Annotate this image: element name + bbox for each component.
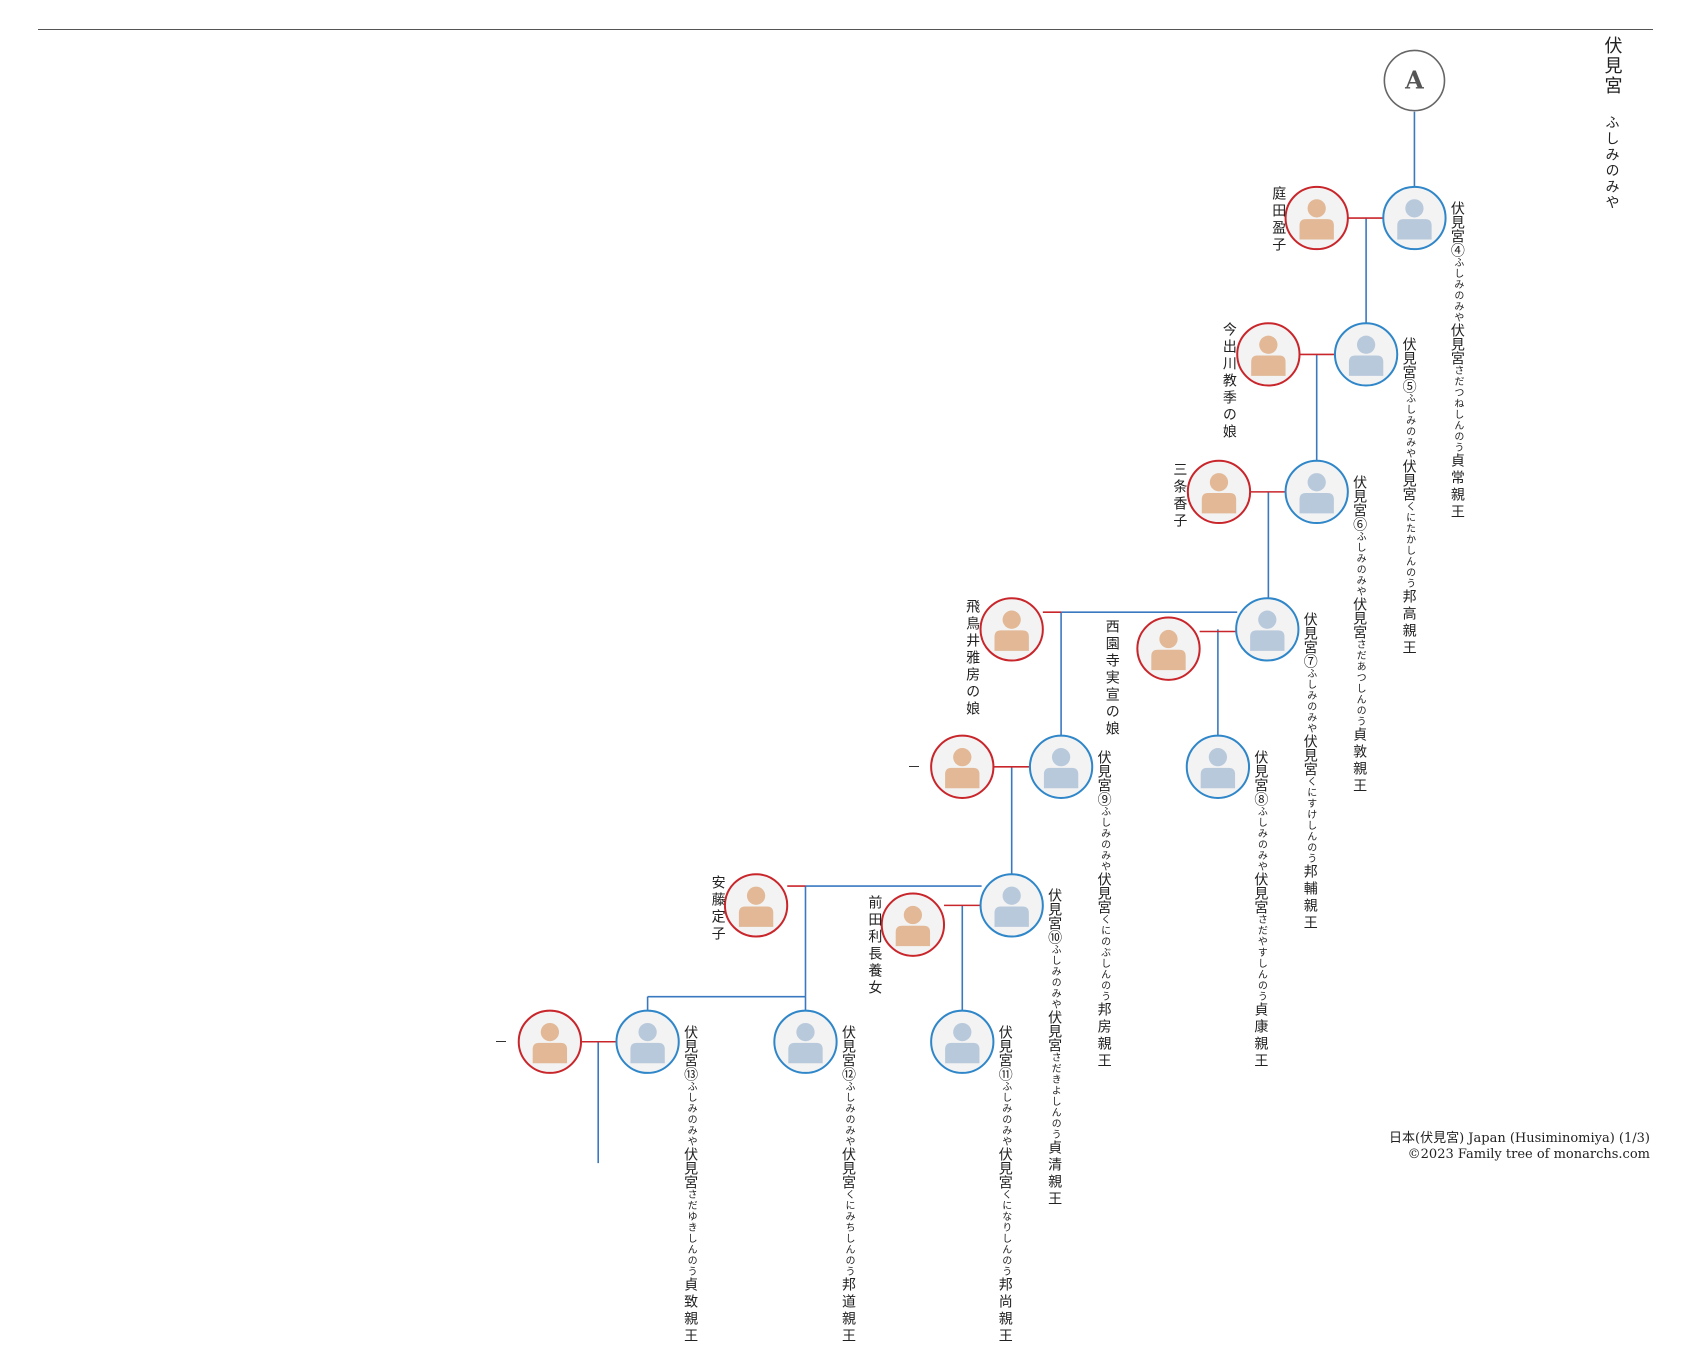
name-reading: さだあつしんのう xyxy=(1354,638,1366,727)
person-title: 伏見宮⑬ xyxy=(682,1024,699,1081)
name-reading: くにみちしんのう xyxy=(842,1188,854,1277)
female-person-icon xyxy=(1236,322,1301,387)
person-name: 邦道親王 xyxy=(839,1276,856,1345)
female-person-icon xyxy=(930,734,995,799)
person-label: 伏見宮⑤ふしみのみや伏見宮くにたかしんのう邦高親王 xyxy=(1399,337,1418,657)
spouse-name: 西園寺実宣の娘 xyxy=(1103,618,1120,738)
male-person-icon xyxy=(1235,597,1300,662)
person-name: 邦高親王 xyxy=(1400,589,1417,658)
person-title: 伏見宮⑩ xyxy=(1046,888,1063,945)
female-person-icon xyxy=(1186,459,1252,525)
house-name: 伏見宮 xyxy=(1400,459,1417,502)
house-reading: ふしみのみや xyxy=(1403,393,1415,460)
name-reading: さだつねしんのう xyxy=(1451,364,1463,453)
house-name: 伏見宮 xyxy=(1252,871,1269,914)
house-reading: ふしみのみや xyxy=(1255,805,1267,872)
family-tree-diagram: A xyxy=(517,49,1447,1164)
name-reading: さだきよしんのう xyxy=(1049,1052,1061,1141)
house-reading: ふしみのみや xyxy=(1451,256,1463,323)
male-person-icon xyxy=(1333,322,1399,387)
person-name: 邦輔親王 xyxy=(1301,864,1318,933)
house-name: 伏見宮 xyxy=(682,1146,699,1189)
female-person-icon xyxy=(517,1009,583,1074)
male-person-icon xyxy=(1284,459,1349,525)
unknown-spouse-dash xyxy=(908,765,919,767)
name-reading: くにたかしんのう xyxy=(1403,501,1415,590)
person-title: 伏見宮⑪ xyxy=(996,1024,1013,1081)
person-title: 伏見宮④ xyxy=(1448,200,1465,257)
house-name: 伏見宮 xyxy=(1448,322,1465,365)
spouse-name: 安藤定子 xyxy=(709,875,726,944)
female-person-icon xyxy=(1136,616,1201,681)
person-name: 邦尚親王 xyxy=(996,1276,1013,1345)
start-marker-label: A xyxy=(1404,66,1424,95)
name-reading: さだゆきしんのう xyxy=(685,1188,697,1277)
person-name: 貞清親王 xyxy=(1046,1140,1063,1209)
house-name: 伏見宮 xyxy=(1046,1010,1063,1053)
footer-copyright: ©2023 Family tree of monarchs.com xyxy=(1407,1147,1650,1162)
name-reading: くにのぶしんのう xyxy=(1098,913,1110,1002)
house-name: 伏見宮 xyxy=(1351,596,1368,639)
male-person-icon xyxy=(1028,734,1094,799)
name-reading: くになりしんのう xyxy=(999,1188,1011,1277)
person-title: 伏見宮⑥ xyxy=(1351,474,1368,531)
house-title: 伏見宮 ふしみのみや xyxy=(1600,36,1623,211)
house-reading: ふしみのみや xyxy=(999,1080,1011,1147)
male-person-icon xyxy=(979,873,1044,938)
person-name: 邦房親王 xyxy=(1095,1001,1112,1070)
house-name: 伏見宮 xyxy=(839,1146,856,1189)
top-rule xyxy=(38,29,1653,30)
person-label: 伏見宮⑪ふしみのみや伏見宮くになりしんのう邦尚親王 xyxy=(996,1025,1015,1345)
person-name: 貞致親王 xyxy=(682,1276,699,1345)
female-person-icon xyxy=(880,892,946,957)
person-label: 伏見宮⑫ふしみのみや伏見宮くにみちしんのう邦道親王 xyxy=(839,1025,858,1345)
footer-caption: 日本(伏見宮) Japan (Husiminomiya) (1/3) xyxy=(1389,1131,1650,1146)
male-person-icon xyxy=(1185,734,1251,799)
house-name: 伏見宮 xyxy=(996,1146,1013,1189)
house-reading: ふしみのみや xyxy=(1098,805,1110,872)
name-reading: さだやすしんのう xyxy=(1255,913,1267,1002)
person-label: 伏見宮⑬ふしみのみや伏見宮さだゆきしんのう貞致親王 xyxy=(681,1025,700,1345)
person-name: 貞康親王 xyxy=(1252,1001,1269,1070)
person-label: 伏見宮⑩ふしみのみや伏見宮さだきよしんのう貞清親王 xyxy=(1045,888,1064,1208)
house-title-reading: ふしみのみや xyxy=(1603,115,1620,211)
person-label: 伏見宮④ふしみのみや伏見宮さだつねしんのう貞常親王 xyxy=(1448,201,1467,521)
male-person-icon xyxy=(930,1009,995,1074)
house-reading: ふしみのみや xyxy=(1354,530,1366,597)
start-marker: A xyxy=(1383,49,1446,112)
person-label: 伏見宮⑨ふしみのみや伏見宮くにのぶしんのう邦房親王 xyxy=(1094,750,1113,1070)
house-name: 伏見宮 xyxy=(1095,871,1112,914)
male-person-icon xyxy=(1382,185,1447,251)
spouse-name: 今出川教季の娘 xyxy=(1220,322,1237,442)
family-tree-page: 伏見宮 ふしみのみや A 伏見宮④ふしみのみや伏見宮さだつねしんのう貞常親王 伏見… xyxy=(38,29,1653,1345)
female-person-icon xyxy=(979,597,1044,662)
person-label: 伏見宮⑦ふしみのみや伏見宮くにすけしんのう邦輔親王 xyxy=(1301,612,1320,932)
person-title: 伏見宮⑫ xyxy=(839,1024,856,1081)
person-name: 貞敦親王 xyxy=(1351,726,1368,795)
person-label: 伏見宮⑥ふしみのみや伏見宮さだあつしんのう貞敦親王 xyxy=(1350,475,1369,795)
person-title: 伏見宮⑨ xyxy=(1095,749,1112,806)
spouse-name: 飛鳥井雅房の娘 xyxy=(964,599,981,719)
house-reading: ふしみのみや xyxy=(1304,668,1316,735)
person-label: 伏見宮⑧ふしみのみや伏見宮さだやすしんのう貞康親王 xyxy=(1251,750,1270,1070)
female-person-icon xyxy=(1284,185,1349,251)
person-name: 貞常親王 xyxy=(1448,452,1465,521)
spouse-name: 庭田盈子 xyxy=(1270,185,1287,254)
spouse-name: 前田利長養女 xyxy=(866,894,883,997)
name-reading: くにすけしんのう xyxy=(1304,776,1316,865)
house-reading: ふしみのみや xyxy=(685,1080,697,1147)
house-reading: ふしみのみや xyxy=(842,1080,854,1147)
spouse-name: 三条香子 xyxy=(1171,461,1188,530)
female-person-icon xyxy=(723,873,789,938)
house-reading: ふしみのみや xyxy=(1049,944,1061,1011)
person-title: 伏見宮⑧ xyxy=(1252,749,1269,806)
house-title-name: 伏見宮 xyxy=(1601,36,1623,96)
male-person-icon xyxy=(615,1009,680,1074)
male-person-icon xyxy=(773,1009,838,1074)
person-title: 伏見宮⑦ xyxy=(1301,612,1318,669)
person-title: 伏見宮⑤ xyxy=(1400,337,1417,394)
unknown-spouse-dash xyxy=(496,1040,507,1042)
house-name: 伏見宮 xyxy=(1301,734,1318,777)
